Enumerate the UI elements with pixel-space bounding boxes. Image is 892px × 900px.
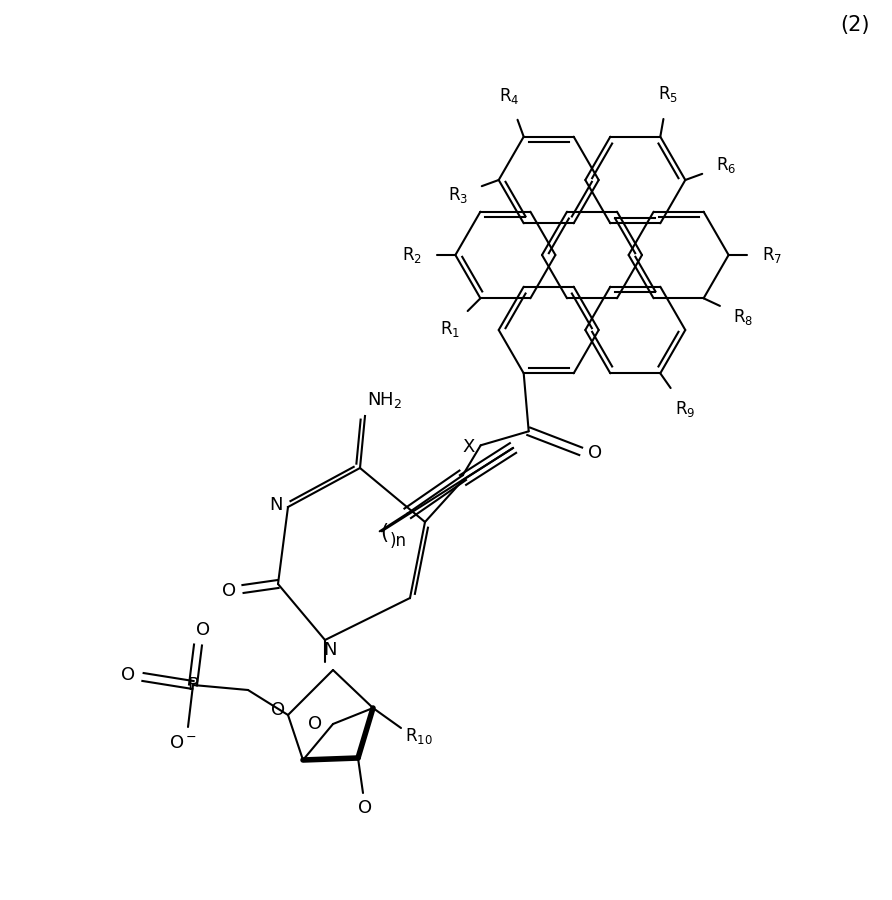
Text: R$_{8}$: R$_{8}$ bbox=[732, 307, 753, 327]
Text: O: O bbox=[196, 621, 210, 639]
Text: O: O bbox=[308, 715, 322, 733]
Text: O: O bbox=[271, 701, 285, 719]
Text: R$_{6}$: R$_{6}$ bbox=[715, 155, 736, 176]
Text: O: O bbox=[358, 799, 372, 817]
Text: R$_{3}$: R$_{3}$ bbox=[448, 184, 468, 205]
Text: O: O bbox=[222, 582, 236, 600]
Text: N: N bbox=[323, 641, 337, 659]
Text: )n: )n bbox=[389, 532, 406, 550]
Text: X: X bbox=[463, 438, 475, 456]
Text: O: O bbox=[121, 666, 135, 684]
Text: N: N bbox=[269, 496, 283, 514]
Text: NH$_2$: NH$_2$ bbox=[368, 390, 402, 410]
Text: R$_{4}$: R$_{4}$ bbox=[499, 86, 519, 106]
Text: P: P bbox=[187, 676, 198, 694]
Text: R$_{10}$: R$_{10}$ bbox=[405, 726, 433, 746]
Text: (2): (2) bbox=[840, 15, 870, 35]
Text: O: O bbox=[588, 445, 602, 463]
Text: R$_{5}$: R$_{5}$ bbox=[657, 85, 678, 104]
Text: R$_{9}$: R$_{9}$ bbox=[675, 399, 695, 418]
Text: R$_{7}$: R$_{7}$ bbox=[762, 245, 782, 265]
Text: (: ( bbox=[381, 523, 389, 544]
Text: R$_{2}$: R$_{2}$ bbox=[402, 245, 422, 265]
Text: O$^-$: O$^-$ bbox=[169, 734, 197, 752]
Text: R$_{1}$: R$_{1}$ bbox=[440, 319, 460, 338]
